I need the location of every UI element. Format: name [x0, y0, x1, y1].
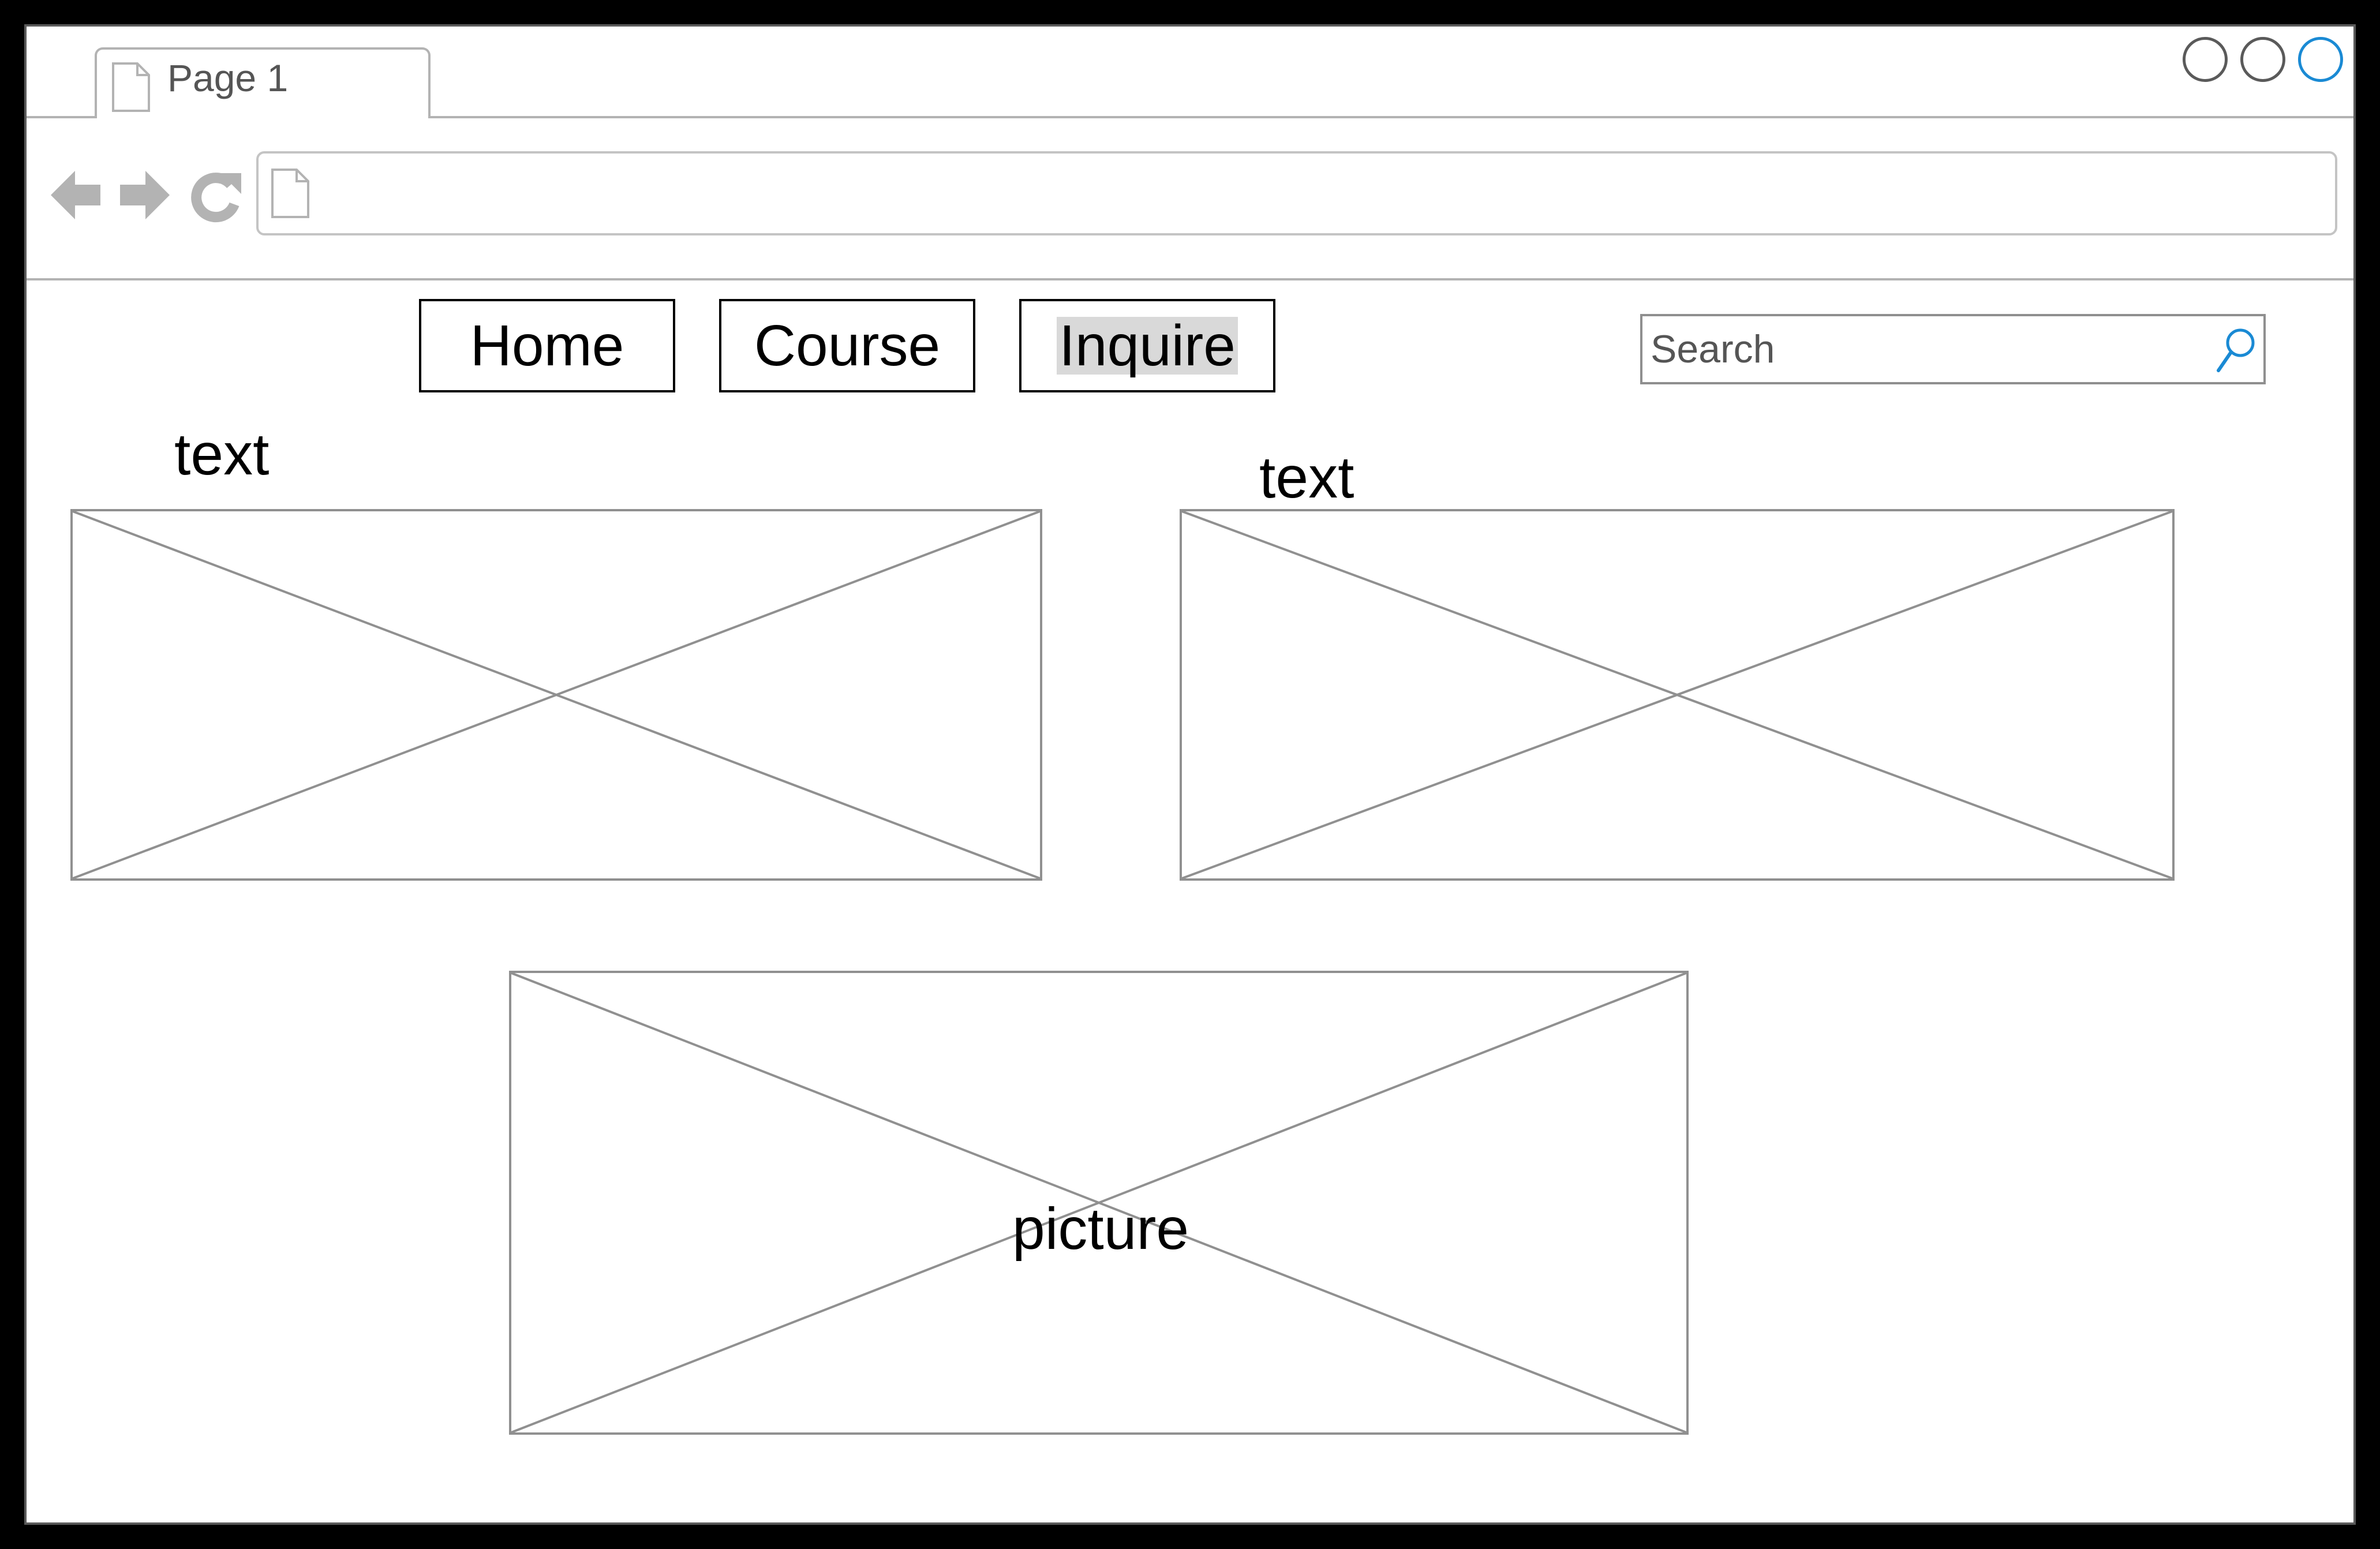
nav-course-button[interactable]: Course: [719, 299, 975, 392]
address-bar[interactable]: [256, 151, 2337, 235]
tab-title: Page 1: [167, 57, 289, 99]
maximize-button[interactable]: [2240, 37, 2285, 82]
image-placeholder-right: [1180, 509, 2175, 881]
close-button[interactable]: [2298, 37, 2343, 82]
page-icon: [271, 169, 309, 218]
tab-strip-divider: [27, 116, 2353, 118]
right-text-label: text: [1259, 444, 1354, 510]
browser-window: Page 1 Home Course Inquire t: [24, 24, 2356, 1525]
picture-label: picture: [1012, 1196, 1189, 1262]
search-box: [1640, 314, 2266, 384]
search-input[interactable]: [1651, 316, 2193, 382]
forward-arrow-icon[interactable]: [119, 167, 171, 223]
image-placeholder-bottom: [509, 971, 1689, 1435]
left-text-label: text: [174, 421, 270, 487]
page-icon: [112, 62, 150, 112]
nav-home-button[interactable]: Home: [419, 299, 675, 392]
nav-home-label: Home: [470, 313, 624, 378]
reload-icon[interactable]: [190, 171, 242, 223]
back-arrow-icon[interactable]: [50, 167, 102, 223]
toolbar-divider: [27, 278, 2353, 280]
minimize-button[interactable]: [2183, 37, 2228, 82]
image-placeholder-left: [70, 509, 1042, 881]
search-icon[interactable]: [2215, 327, 2256, 374]
nav-inquire-button[interactable]: Inquire: [1019, 299, 1275, 392]
browser-tab[interactable]: [95, 47, 431, 118]
nav-inquire-label: Inquire: [1057, 317, 1238, 375]
nav-course-label: Course: [754, 313, 941, 378]
